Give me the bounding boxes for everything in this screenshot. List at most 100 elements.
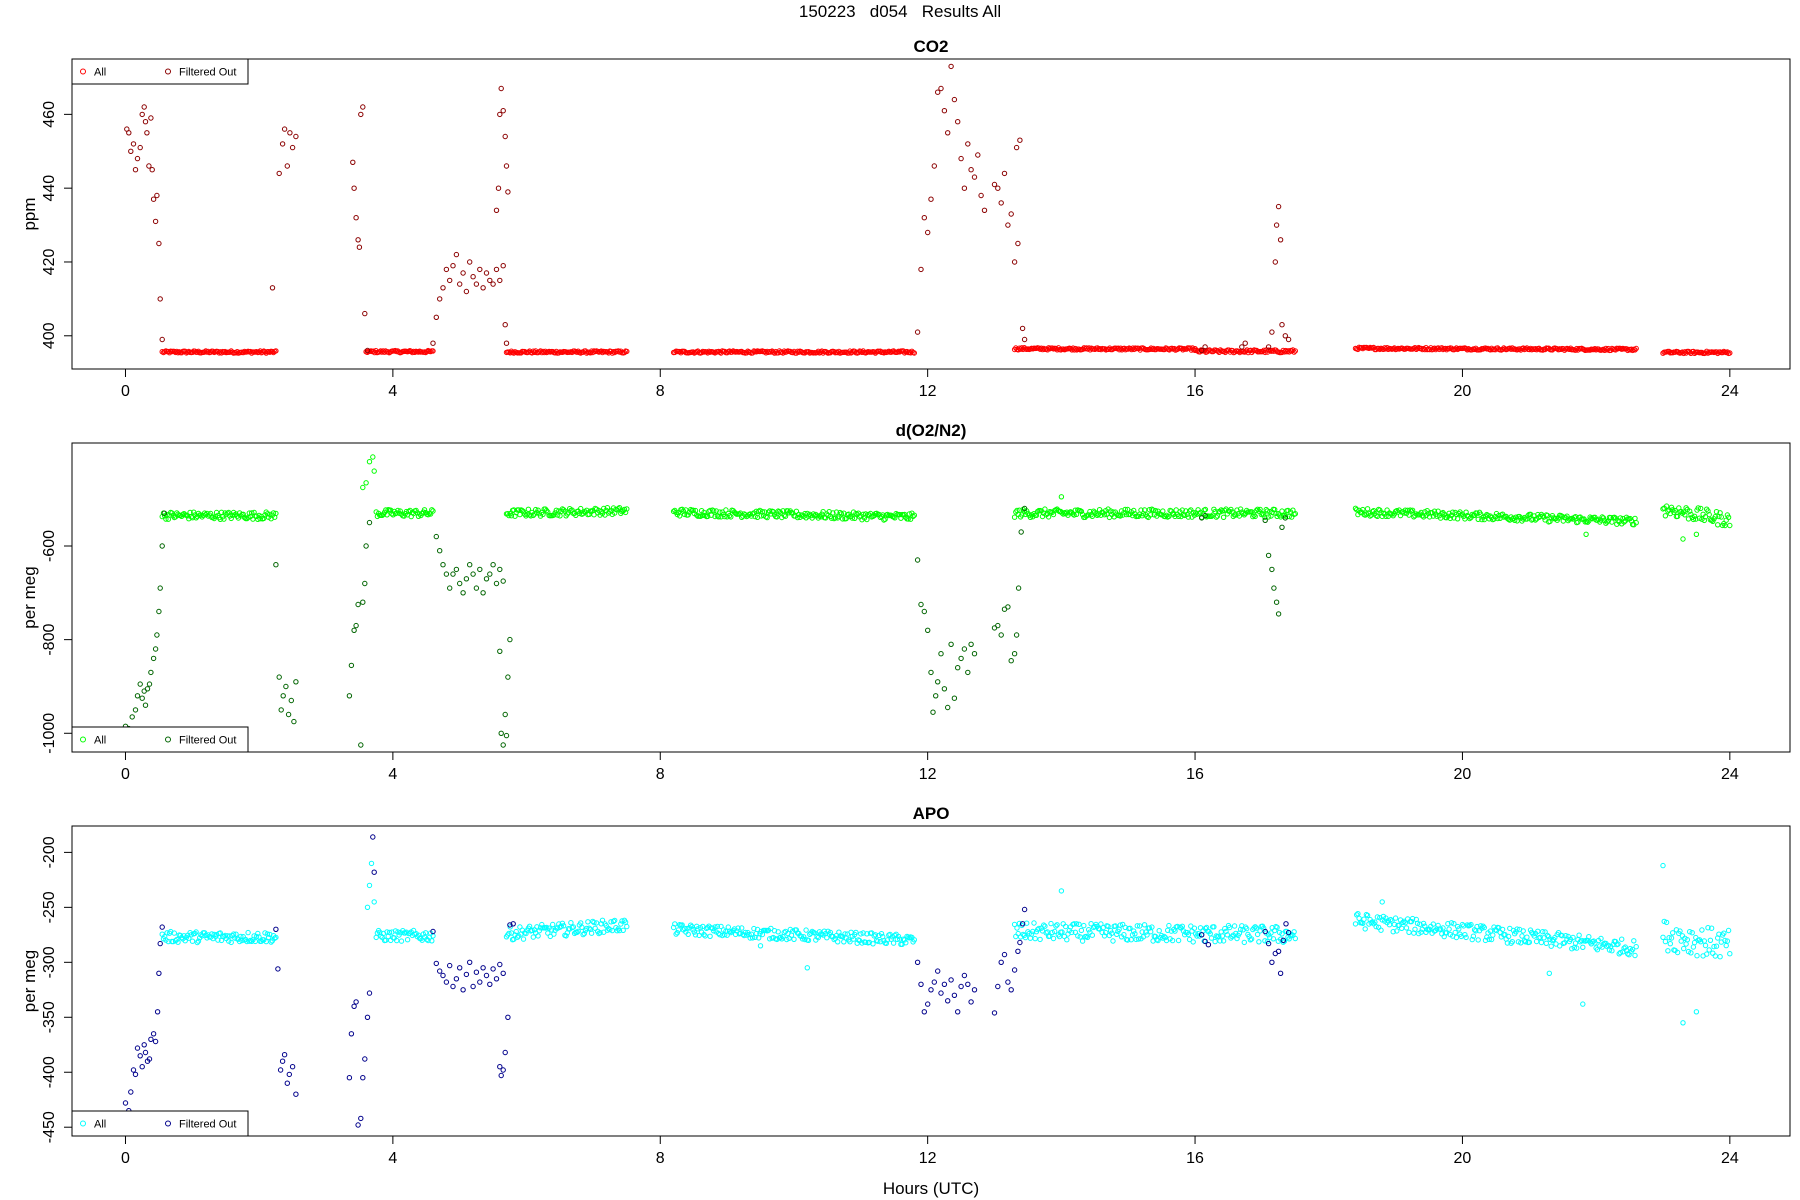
point-all — [1241, 512, 1248, 518]
point-filtered-out — [498, 1072, 504, 1079]
legend-marker-filtered-out — [165, 1120, 171, 1127]
point-filtered-out — [139, 1064, 145, 1070]
point-all — [1723, 942, 1729, 949]
point-all — [537, 925, 544, 931]
point-all — [906, 511, 913, 517]
point-all — [217, 930, 224, 936]
point-all — [1291, 929, 1297, 935]
point-filtered-out — [360, 1075, 366, 1081]
point-all — [1705, 350, 1711, 356]
point-all — [872, 932, 879, 938]
point-filtered-out — [498, 730, 504, 736]
point-all — [1681, 945, 1687, 952]
point-filtered-out — [914, 329, 921, 335]
point-filtered-out — [507, 922, 513, 928]
y-tick-label: -1000 — [41, 713, 58, 754]
point-filtered-out — [945, 130, 951, 136]
point-filtered-out — [510, 921, 516, 927]
point-filtered-out — [360, 599, 366, 605]
point-filtered-out — [150, 196, 157, 202]
point-filtered-out — [490, 562, 496, 568]
point-all — [1235, 348, 1242, 355]
point-all — [1077, 934, 1083, 940]
point-all — [746, 931, 752, 938]
point-all — [770, 509, 776, 515]
legend-box — [71, 726, 249, 753]
point-filtered-out — [473, 969, 480, 975]
point-filtered-out — [470, 274, 476, 280]
point-all — [767, 508, 773, 514]
point-filtered-out — [500, 263, 506, 269]
point-filtered-out — [463, 288, 470, 295]
point-all — [1089, 932, 1096, 938]
point-all — [1270, 936, 1277, 942]
point-filtered-out — [346, 693, 353, 699]
point-all — [756, 508, 762, 515]
point-all — [1481, 924, 1488, 931]
point-all — [1138, 507, 1144, 513]
point-all — [1371, 508, 1377, 514]
point-filtered-out — [154, 632, 160, 638]
point-all — [1037, 936, 1043, 943]
point-all — [1561, 940, 1568, 946]
point-all — [672, 921, 678, 927]
point-filtered-out — [447, 277, 453, 284]
point-all — [1264, 508, 1271, 514]
point-all — [685, 512, 691, 518]
point-all — [698, 349, 705, 356]
point-all — [732, 931, 739, 938]
point-all — [1463, 934, 1469, 941]
point-all — [805, 349, 812, 355]
point-all — [1134, 923, 1141, 929]
point-all — [815, 934, 821, 941]
point-filtered-out — [1282, 515, 1289, 521]
y-tick-label: -450 — [41, 1111, 58, 1143]
point-filtered-out — [288, 697, 294, 704]
point-all — [1694, 953, 1700, 959]
legend-marker-filtered-out — [165, 736, 171, 743]
point-filtered-out — [503, 163, 510, 169]
point-all — [1462, 932, 1468, 938]
point-filtered-out — [961, 972, 968, 979]
point-all — [757, 943, 764, 949]
point-all — [1036, 925, 1042, 932]
point-all — [1514, 926, 1520, 932]
point-filtered-out — [965, 141, 971, 147]
point-all — [616, 927, 623, 934]
point-all — [764, 514, 770, 521]
point-filtered-out — [159, 336, 165, 343]
point-all — [1463, 509, 1469, 515]
point-all — [1677, 928, 1683, 934]
point-filtered-out — [156, 608, 162, 615]
point-all — [1418, 929, 1424, 935]
point-all — [1022, 934, 1029, 941]
point-all — [1495, 515, 1501, 522]
point-filtered-out — [1199, 932, 1205, 938]
point-all — [1052, 928, 1058, 935]
y-tick-label: -600 — [41, 530, 58, 562]
point-filtered-out — [156, 240, 162, 247]
point-all — [366, 882, 373, 889]
chart-title: d(O2/N2) — [896, 421, 967, 440]
point-all — [776, 509, 783, 515]
point-all — [709, 507, 716, 513]
point-all — [711, 508, 717, 514]
point-all — [1011, 921, 1018, 928]
point-all — [1719, 349, 1726, 356]
point-all — [1594, 947, 1601, 953]
point-all — [1058, 888, 1065, 894]
point-filtered-out — [968, 999, 974, 1005]
point-all — [1406, 929, 1412, 935]
point-all — [1185, 931, 1192, 938]
point-all — [1670, 930, 1676, 936]
point-filtered-out — [1283, 921, 1289, 927]
x-tick-label: 20 — [1454, 1150, 1472, 1167]
point-filtered-out — [281, 1052, 288, 1058]
point-all — [1152, 507, 1159, 514]
point-all — [1222, 507, 1228, 514]
point-all — [553, 507, 559, 513]
point-all — [1430, 921, 1437, 927]
point-all — [1388, 916, 1394, 923]
point-all — [604, 349, 611, 355]
x-tick-label: 4 — [388, 1150, 397, 1167]
